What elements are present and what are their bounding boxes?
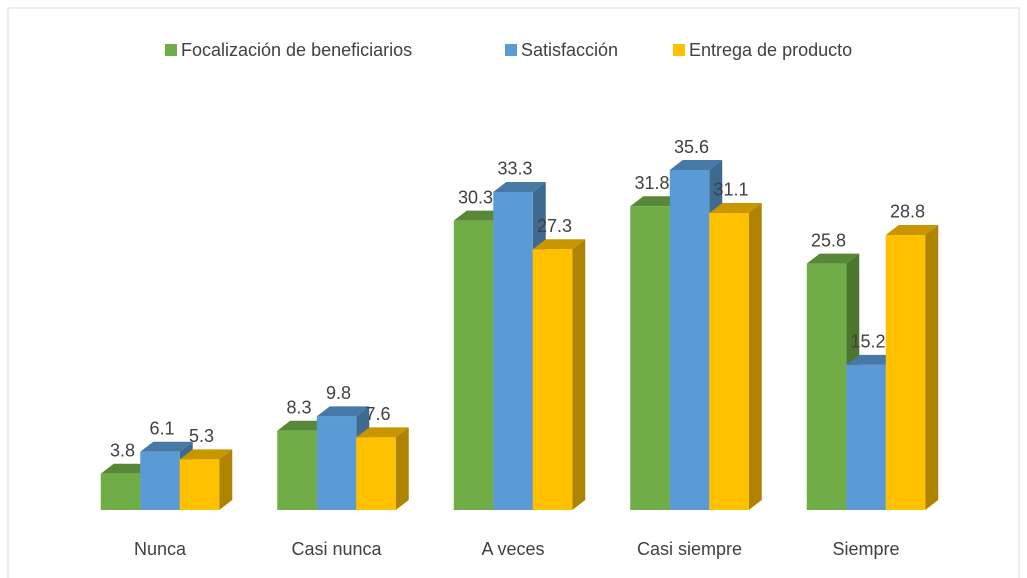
data-label: 31.1 <box>713 180 748 200</box>
bar-face <box>316 406 370 417</box>
bar-face <box>572 239 586 510</box>
data-label: 3.8 <box>110 440 135 460</box>
bar-face <box>219 449 233 510</box>
bar-face <box>669 170 710 510</box>
bar-face <box>709 202 762 213</box>
bar-face <box>806 263 847 510</box>
bar-face <box>356 427 409 438</box>
data-label: 30.3 <box>458 187 493 207</box>
legend-label: Satisfacción <box>521 40 618 60</box>
bar <box>532 239 586 510</box>
data-label: 8.3 <box>286 397 311 417</box>
x-tick-label: A veces <box>481 539 544 559</box>
bar-face <box>493 181 546 192</box>
bar-face <box>630 206 670 510</box>
bar-face <box>630 196 683 207</box>
bar-face <box>179 459 220 510</box>
bar-face <box>100 473 141 510</box>
legend-swatch <box>673 44 685 56</box>
bar-face <box>395 427 409 510</box>
data-label: 27.3 <box>537 216 572 236</box>
bar-face <box>846 364 886 510</box>
bar-face <box>316 416 357 510</box>
data-label: 28.8 <box>890 202 925 222</box>
bar-face <box>885 234 926 510</box>
data-label: 33.3 <box>497 159 532 179</box>
bar-face <box>277 430 317 510</box>
data-label: 15.2 <box>850 332 885 352</box>
data-label: 9.8 <box>326 383 351 403</box>
bar-face <box>846 354 899 365</box>
bar-face <box>277 420 330 431</box>
x-tick-label: Casi siempre <box>637 539 742 559</box>
data-label: 5.3 <box>189 426 214 446</box>
bar-face <box>925 224 939 510</box>
bar <box>356 427 409 510</box>
bar-face <box>806 253 860 264</box>
bar <box>885 224 939 510</box>
x-tick-label: Nunca <box>134 539 187 559</box>
legend-label: Focalización de beneficiarios <box>181 40 412 60</box>
bar-face <box>709 212 749 510</box>
data-label: 35.6 <box>674 137 709 157</box>
bar-face <box>532 239 586 250</box>
bar-face <box>532 249 573 510</box>
data-label: 6.1 <box>149 418 174 438</box>
bar-face <box>748 202 762 510</box>
data-label: 7.6 <box>365 404 390 424</box>
bar-face <box>179 449 233 460</box>
legend-label: Entrega de producto <box>689 40 852 60</box>
bar-face <box>453 210 507 221</box>
bar-face <box>669 160 723 171</box>
legend-swatch <box>165 44 177 56</box>
bar-face <box>140 441 193 452</box>
bar-face <box>140 451 180 510</box>
bar-face <box>356 437 396 510</box>
bar-face <box>493 191 533 511</box>
data-label: 31.8 <box>634 173 669 193</box>
bar <box>709 202 762 510</box>
bar-face <box>100 463 154 474</box>
bar <box>179 449 233 510</box>
data-label: 25.8 <box>811 230 846 250</box>
legend-swatch <box>505 44 517 56</box>
bar-face <box>885 224 939 235</box>
x-tick-label: Casi nunca <box>291 539 382 559</box>
chart-frame <box>7 7 1020 578</box>
x-tick-label: Siempre <box>832 539 899 559</box>
bar-face <box>453 220 494 510</box>
